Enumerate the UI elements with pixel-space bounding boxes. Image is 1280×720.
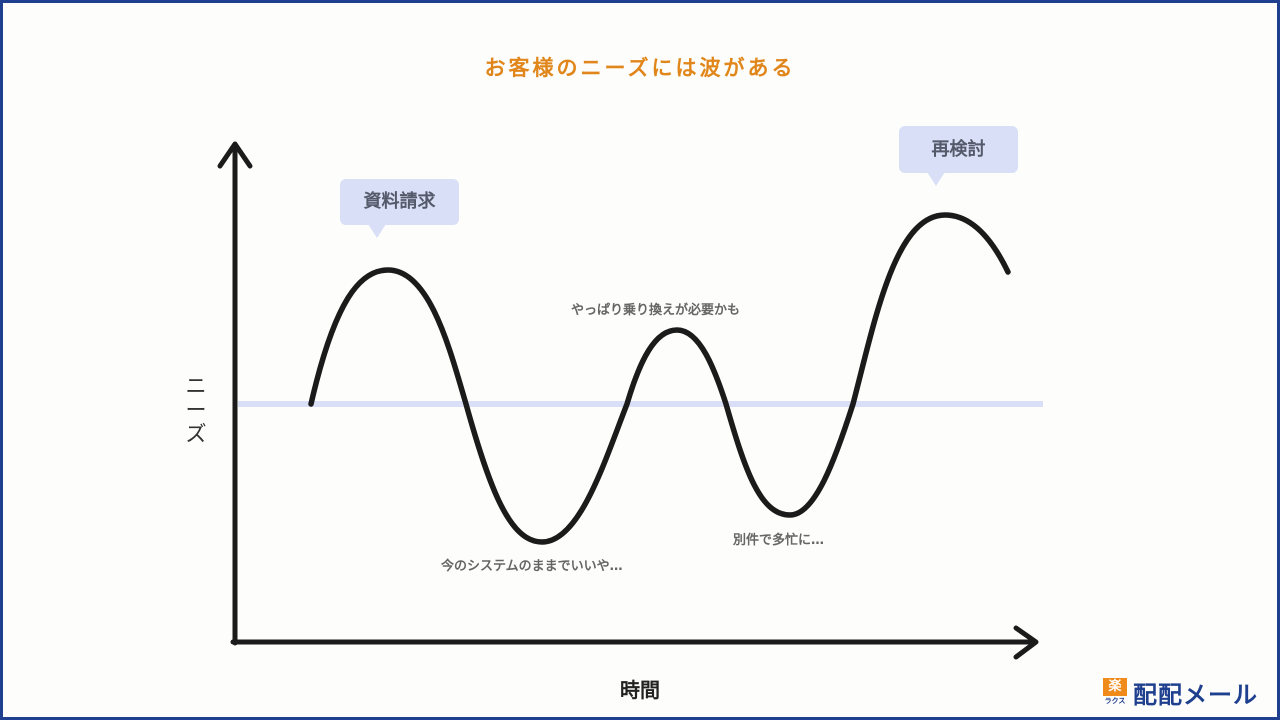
brand-mark-bottom: ラクス [1104,697,1126,705]
x-axis-label: 時間 [620,678,660,702]
note-current-ok: 今のシステムのままでいいや… [441,559,623,574]
y-axis-label: ニ ー ズ [183,374,209,446]
note-switch-after-all: やっぱり乗り換えが必要かも [571,303,741,318]
slide-title: お客様のニーズには波がある [484,56,796,80]
brand-mark-icon: 楽 ラクス [1103,678,1127,706]
brand-logo: 楽 ラクス 配配メール [1103,677,1258,709]
y-axis-arrowhead [217,141,253,169]
x-axis-arrowhead [1013,625,1039,660]
y-axis-label-char: ニ [185,374,207,398]
y-axis-label-char: ー [185,398,207,422]
bubble-reconsider: 再検討 [899,126,1018,186]
y-axis-label-char: ズ [185,422,207,446]
bubble-request-docs: 資料請求 [340,179,459,238]
needs-wave-curve [308,212,1011,545]
brand-name: 配配メール [1133,680,1258,709]
note-busy: 別件で多忙に… [733,533,825,548]
brand-mark-top: 楽 [1103,678,1127,696]
